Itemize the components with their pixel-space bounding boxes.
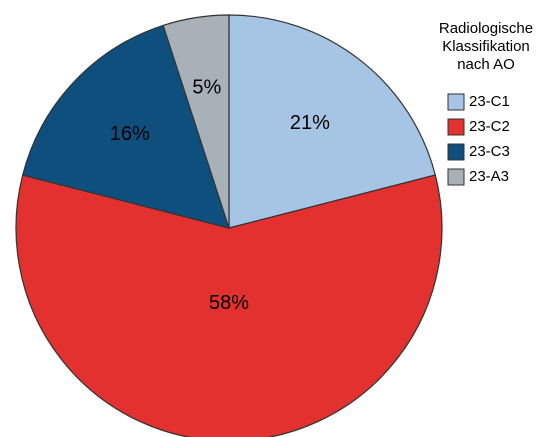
legend-title: nach AO bbox=[457, 56, 515, 73]
legend-label: 23-C2 bbox=[469, 118, 510, 135]
legend-swatch bbox=[447, 143, 465, 161]
pie-slice bbox=[228, 14, 437, 229]
legend-swatch bbox=[447, 93, 465, 111]
legend-label: 23-C3 bbox=[469, 143, 510, 160]
slice-label: 5% bbox=[192, 77, 221, 99]
legend-label: 23-A3 bbox=[469, 168, 509, 185]
pie-slice bbox=[15, 174, 443, 437]
pie-slice bbox=[21, 24, 230, 229]
legend-title: Radiologische bbox=[439, 20, 533, 37]
legend-label: 23-C1 bbox=[469, 93, 510, 110]
pie-slice bbox=[162, 14, 230, 229]
slice-label: 58% bbox=[209, 292, 249, 314]
legend-swatch bbox=[447, 168, 465, 186]
slice-label: 16% bbox=[110, 123, 150, 145]
slice-label: 21% bbox=[290, 112, 330, 134]
legend-title: Klassifikation bbox=[442, 38, 530, 55]
legend-swatch bbox=[447, 118, 465, 136]
